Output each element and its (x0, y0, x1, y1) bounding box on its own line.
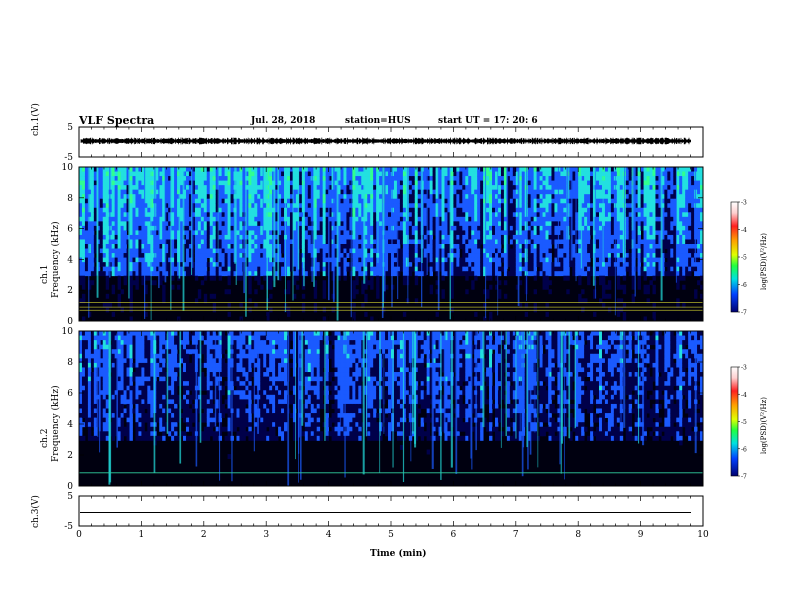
colorbar-ch2-label: log(PSD)(V²/Hz) (760, 397, 768, 454)
colorbar-tick-label: -4 (741, 392, 747, 399)
x-tick-label: 4 (326, 530, 332, 540)
chart-title: VLF Spectra (79, 114, 155, 127)
x-tick-label: 7 (513, 530, 519, 540)
ch1-y-tick-label: 6 (67, 225, 73, 235)
ch1-y-tick-label: 4 (67, 255, 73, 265)
ch3-y-tick-label: -5 (64, 522, 73, 532)
colorbar-tick-label: -3 (741, 200, 747, 207)
date-label: Jul. 28, 2018 (251, 116, 316, 126)
colorbar-scale (730, 366, 739, 477)
ch2-y-tick-label: 2 (67, 451, 73, 461)
ch3-y-tick-label: 5 (67, 492, 73, 502)
start-time-label: start UT = 17: 20: 6 (438, 116, 538, 126)
x-tick-label: 6 (451, 530, 457, 540)
ch1-y-tick-label: -5 (64, 153, 73, 163)
ch1-y-tick-label: 5 (67, 123, 73, 133)
ch3-waveform-ylabel: ch.3(V) (31, 495, 41, 528)
colorbar-ch1: -3 -4 -5 -6 -7 (730, 200, 747, 317)
ch1-y-tick-label: 0 (67, 317, 73, 327)
ch2-spectrogram-ylabel-channel: ch.2 (40, 428, 50, 448)
ch2-y-tick-label: 8 (67, 358, 73, 368)
x-axis-label: Time (min) (370, 549, 427, 559)
colorbar-tick-label: -6 (741, 282, 747, 289)
ch1-spectrogram-image (79, 167, 704, 322)
ch2-spectrogram-image (79, 331, 704, 486)
ch1-spectrogram-ylabel-channel: ch.1 (40, 264, 50, 284)
ch2-spectrogram-ylabel-frequency: Frequency (kHz) (51, 385, 61, 462)
colorbar-tick-label: -3 (741, 365, 747, 372)
ch1-y-tick-label: 8 (67, 194, 73, 204)
colorbar-tick-label: -4 (741, 227, 747, 234)
x-tick-label: 0 (76, 530, 82, 540)
x-tick-label: 8 (575, 530, 581, 540)
ch2-y-tick-label: 4 (67, 420, 73, 430)
x-tick-label: 2 (201, 530, 207, 540)
x-tick-label: 10 (697, 530, 709, 540)
x-tick-label: 5 (388, 530, 394, 540)
colorbar-ch2: -3 -4 -5 -6 -7 (730, 365, 747, 481)
colorbar-tick-label: -7 (741, 310, 747, 317)
ch2-y-tick-label: 0 (67, 482, 73, 492)
ch2-y-tick-label: 6 (67, 389, 73, 399)
ch1-waveform-trace (80, 137, 691, 145)
ch2-y-tick-label: 10 (62, 327, 74, 337)
ch1-spectrogram-ylabel-frequency: Frequency (kHz) (51, 221, 61, 298)
x-tick-label: 1 (139, 530, 145, 540)
colorbar-tick-label: -5 (741, 419, 747, 426)
station-label: station=HUS (345, 116, 411, 126)
colorbar-scale (730, 201, 739, 313)
colorbar-tick-label: -5 (741, 255, 747, 262)
colorbar-tick-label: -7 (741, 474, 747, 481)
x-tick-label: 9 (638, 530, 644, 540)
ch1-y-tick-label: 10 (62, 163, 74, 173)
colorbar-ch1-label: log(PSD)(V²/Hz) (760, 233, 768, 290)
ch1-waveform-ylabel: ch.1(V) (31, 103, 41, 136)
colorbar-tick-label: -6 (741, 446, 747, 453)
x-tick-label: 3 (263, 530, 269, 540)
ch1-y-tick-label: 2 (67, 286, 73, 296)
